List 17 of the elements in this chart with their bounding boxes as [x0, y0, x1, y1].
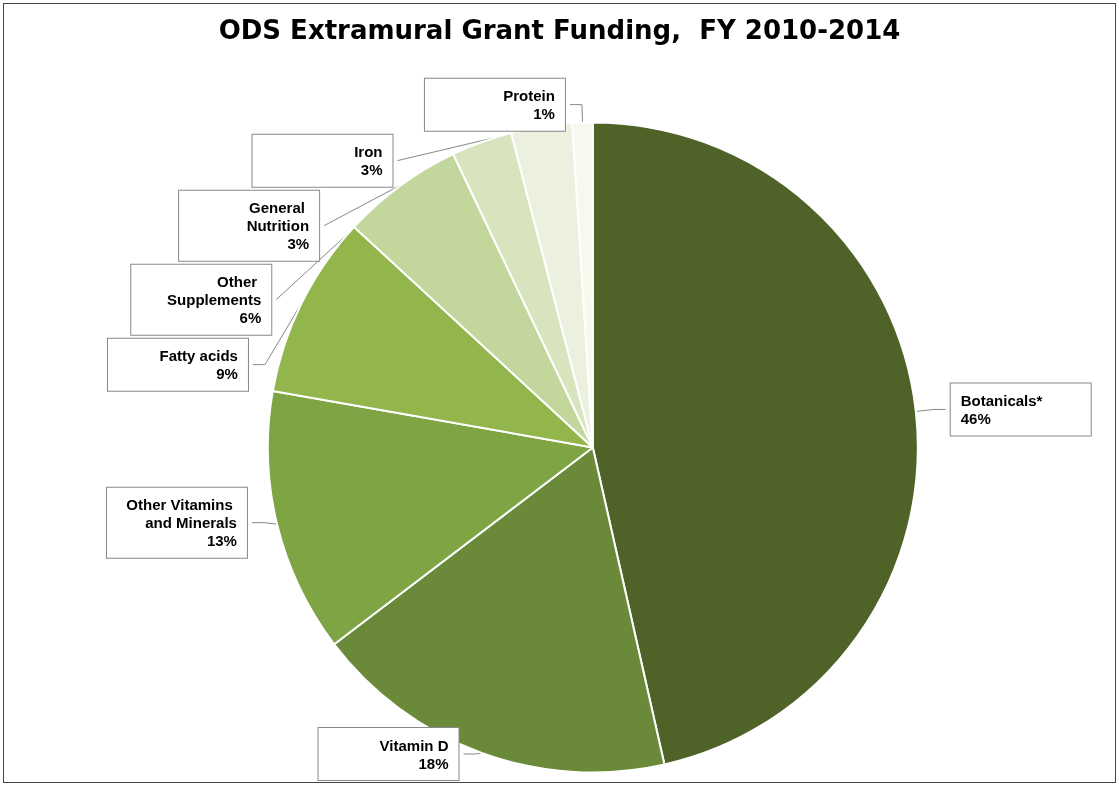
slice-label: General Nutrition: [246, 199, 310, 235]
data-label: 46%: [960, 409, 991, 427]
slice-label: Protein: [503, 87, 555, 105]
slice-label: Iron: [354, 143, 383, 161]
slice-label: Other Supplements: [167, 273, 262, 309]
data-label: 13%: [206, 532, 237, 550]
data-label: 18%: [418, 754, 449, 772]
chart-title: ODS Extramural Grant Funding, FY 2010-2014: [218, 15, 901, 45]
slice-label: Botanicals*: [960, 391, 1043, 409]
slice-label: Fatty acids: [159, 347, 238, 365]
data-label: 3%: [287, 235, 310, 253]
data-label: 6%: [239, 309, 262, 327]
data-label: 1%: [533, 105, 555, 123]
data-label: 9%: [216, 365, 238, 383]
slice-label: Other Vitamins and Minerals: [126, 496, 237, 532]
slice-label: Vitamin D: [379, 736, 449, 754]
data-label: 3%: [360, 161, 383, 179]
